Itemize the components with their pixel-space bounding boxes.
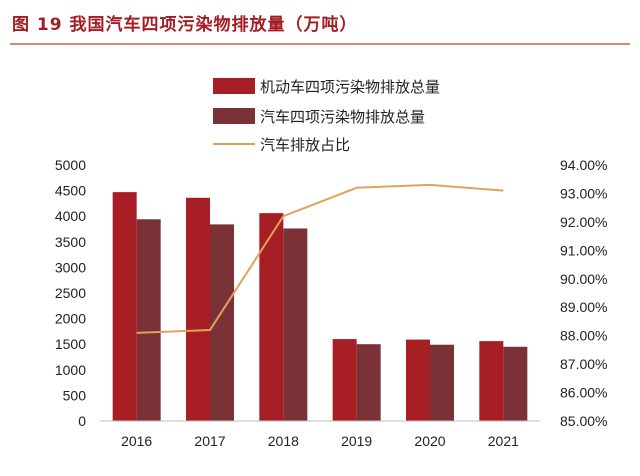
y-left-tick-label: 500 <box>63 387 87 403</box>
bar-motor-vehicle-2017 <box>186 197 210 421</box>
bar-car-2019 <box>356 344 381 421</box>
y-right-tick-label: 87.00% <box>560 356 607 372</box>
x-tick-label: 2017 <box>194 433 225 449</box>
bar-car-2016 <box>136 219 161 421</box>
bar-motor-vehicle-2019 <box>332 339 357 421</box>
legend-car-label: 汽车四项污染物排放总量 <box>260 108 425 126</box>
bar-motor-vehicle-2018 <box>259 213 284 421</box>
y-right-tick-label: 94.00% <box>560 157 607 173</box>
y-left-tick-label: 1500 <box>55 336 86 352</box>
y-right-tick-label: 89.00% <box>560 299 607 315</box>
line-car-share <box>136 183 504 334</box>
legend-motor-vehicle-swatch <box>213 78 255 94</box>
y-left-tick-label: 3000 <box>55 259 86 275</box>
x-tick-label: 2021 <box>488 433 519 449</box>
y-right-tick-label: 93.00% <box>560 185 607 201</box>
legend-car-share-label: 汽车排放占比 <box>260 136 350 154</box>
figure-header: 图 19 我国汽车四项污染物排放量（万吨） <box>10 6 632 46</box>
bar-motor-vehicle-2020 <box>406 339 430 421</box>
y-left-tick-label: 3500 <box>55 234 86 250</box>
title-rule <box>10 43 630 45</box>
legend-car-swatch <box>213 108 255 124</box>
y-right-tick-label: 92.00% <box>560 214 607 230</box>
bar-motor-vehicle-2016 <box>112 192 137 421</box>
y-left-tick-label: 1000 <box>55 362 86 378</box>
figure-title: 图 19 我国汽车四项污染物排放量（万吨） <box>12 15 358 35</box>
y-right-tick-label: 91.00% <box>560 242 607 258</box>
bar-car-2020 <box>430 344 454 421</box>
y-left-tick-label: 4500 <box>55 183 86 199</box>
x-tick-label: 2018 <box>268 433 299 449</box>
y-left-tick-label: 0 <box>78 413 86 429</box>
y-left-tick-label: 2000 <box>55 311 86 327</box>
y-right-tick-label: 88.00% <box>560 328 607 344</box>
x-tick-label: 2016 <box>121 433 152 449</box>
y-right-tick-label: 90.00% <box>560 271 607 287</box>
plot-area: 0 500 1000 1500 2000 2500 3000 3500 4000 4500 5000… <box>55 157 608 449</box>
y-right-tick-label: 85.00% <box>560 413 607 429</box>
bar-car-2021 <box>503 346 528 421</box>
y-left-tick-label: 2500 <box>55 285 86 301</box>
x-tick-label: 2020 <box>414 433 445 449</box>
y-right-tick-label: 86.00% <box>560 385 607 401</box>
bar-motor-vehicle-2021 <box>479 341 504 421</box>
bar-car-2018 <box>283 228 308 421</box>
y-left-tick-label: 5000 <box>55 157 86 173</box>
y-left-tick-label: 4000 <box>55 208 86 224</box>
legend-motor-vehicle-label: 机动车四项污染物排放总量 <box>260 78 440 96</box>
x-tick-label: 2019 <box>341 433 372 449</box>
